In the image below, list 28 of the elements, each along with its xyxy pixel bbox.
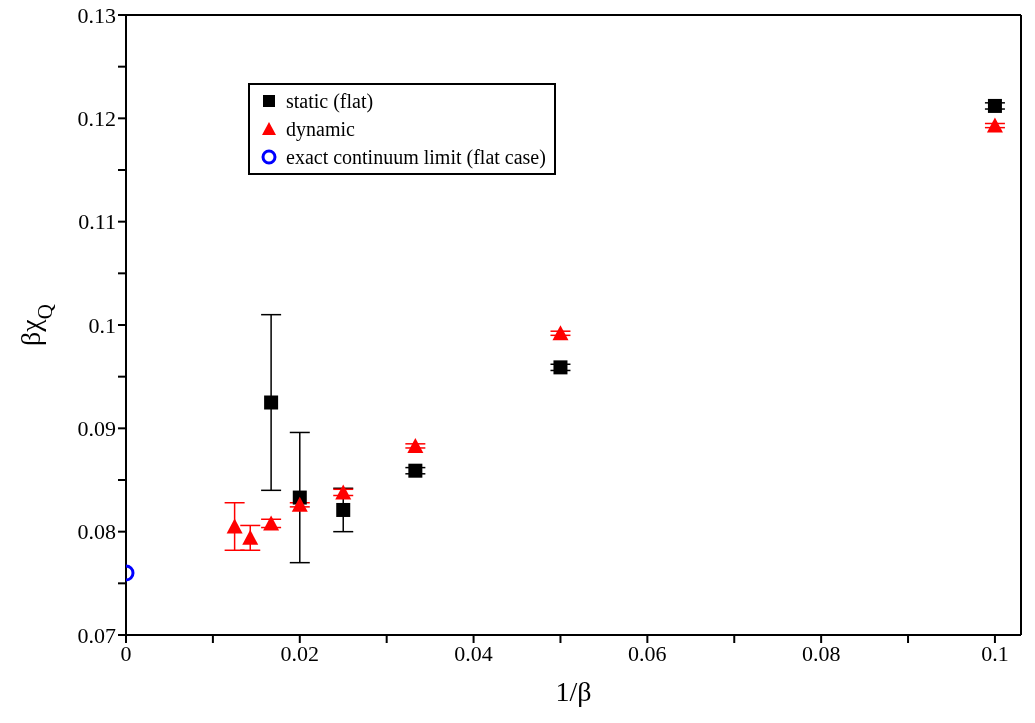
- point: [987, 98, 1002, 113]
- point: [986, 117, 1003, 133]
- y-tick-label: 0.13: [77, 2, 116, 28]
- y-tick-label: 0.12: [77, 106, 116, 132]
- legend-label: dynamic: [286, 117, 355, 143]
- point: [226, 518, 243, 534]
- point: [408, 463, 423, 478]
- x-tick-label: 0.08: [801, 640, 841, 666]
- y-tick-label: 0.1: [88, 312, 116, 338]
- x-tick-label: 0.06: [628, 640, 667, 666]
- point: [553, 360, 568, 375]
- x-tick-label: 0.02: [280, 640, 320, 666]
- point: [407, 437, 424, 453]
- legend-label: exact continuum limit (flat case): [286, 145, 546, 171]
- x-tick-label: 0.1: [981, 640, 1009, 666]
- point: [291, 496, 308, 512]
- y-tick-label: 0.09: [77, 416, 116, 442]
- y-tick-label: 0.07: [77, 622, 116, 648]
- y-tick-label: 0.11: [78, 209, 116, 235]
- point: [552, 325, 569, 341]
- point: [242, 529, 259, 545]
- x-tick-label: 0.04: [454, 640, 493, 666]
- legend-label: static (flat): [286, 89, 374, 115]
- point: [336, 502, 351, 517]
- x-axis-title: 1/β: [555, 676, 592, 707]
- point: [264, 395, 279, 410]
- x-tick-label: 0: [120, 640, 132, 666]
- y-tick-label: 0.08: [77, 519, 116, 545]
